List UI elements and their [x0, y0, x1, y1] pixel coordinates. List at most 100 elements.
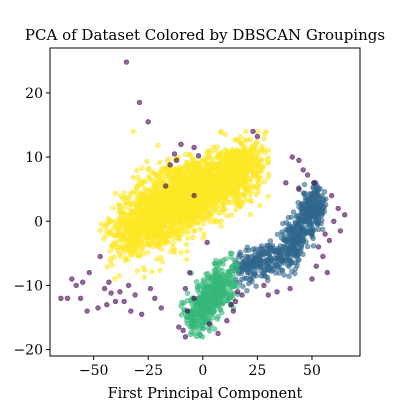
data-point-noise: [239, 292, 245, 298]
data-point-green: [229, 284, 235, 290]
data-point-blue: [272, 259, 278, 266]
data-point-blue: [255, 263, 261, 269]
y-tick-label: 20: [25, 86, 43, 102]
data-point-blue: [300, 251, 306, 258]
data-point-noise: [261, 282, 267, 289]
data-point-yellow: [221, 188, 227, 195]
data-point-yellow: [118, 193, 124, 199]
data-point-yellow: [240, 192, 247, 199]
data-point-blue: [290, 209, 297, 215]
data-point-yellow: [247, 211, 254, 218]
data-point-noise: [117, 289, 123, 295]
data-point-yellow: [133, 198, 139, 204]
data-point-noise: [191, 295, 197, 301]
data-point-blue: [310, 243, 317, 249]
data-point-yellow: [242, 149, 248, 155]
data-point-yellow: [135, 235, 141, 241]
data-point-blue: [274, 231, 281, 238]
data-point-yellow: [196, 185, 202, 191]
data-point-yellow: [130, 174, 136, 181]
data-point-green: [210, 314, 217, 321]
data-point-yellow: [122, 200, 128, 206]
data-point-yellow: [115, 227, 122, 233]
data-point-yellow: [164, 173, 171, 179]
data-point-yellow: [134, 190, 141, 196]
data-point-yellow: [149, 269, 155, 275]
data-point-yellow: [116, 273, 122, 279]
data-point-yellow: [184, 248, 190, 255]
data-point-noise: [322, 231, 328, 237]
data-point-green: [205, 316, 212, 323]
data-point-blue: [293, 254, 299, 260]
data-point-yellow: [110, 205, 116, 211]
data-point-noise: [145, 119, 151, 125]
data-point-noise: [328, 192, 335, 199]
data-point-blue: [250, 258, 256, 264]
data-point-yellow: [207, 219, 213, 225]
data-point-blue: [281, 237, 287, 244]
data-point-yellow: [227, 163, 233, 169]
data-point-noise: [108, 290, 114, 296]
data-point-noise: [313, 263, 319, 269]
data-point-blue: [301, 191, 308, 198]
data-point-yellow: [241, 180, 247, 186]
data-point-yellow: [112, 190, 118, 197]
data-point-yellow: [224, 213, 230, 219]
data-point-noise: [136, 99, 143, 106]
data-point-yellow: [131, 224, 138, 231]
data-point-yellow: [128, 218, 135, 224]
data-point-yellow: [249, 156, 255, 162]
data-point-green: [212, 261, 218, 267]
data-point-yellow: [167, 178, 173, 184]
data-point-yellow: [216, 210, 222, 216]
data-point-yellow: [157, 254, 164, 261]
data-point-noise: [121, 298, 127, 305]
data-point-yellow: [218, 223, 224, 229]
data-point-yellow: [131, 242, 137, 249]
data-point-blue: [267, 238, 274, 244]
data-point-yellow: [209, 149, 215, 155]
x-tick-label: 50: [303, 363, 321, 379]
data-point-noise: [173, 157, 180, 164]
data-point-green: [212, 270, 219, 276]
data-point-blue: [299, 241, 305, 248]
data-point-green: [229, 250, 235, 257]
data-point-noise: [304, 172, 311, 178]
data-point-yellow: [155, 241, 162, 248]
data-point-green: [230, 272, 236, 279]
data-point-blue: [279, 229, 285, 235]
data-point-yellow: [139, 231, 145, 237]
data-point-yellow: [126, 195, 132, 201]
data-point-blue: [299, 201, 305, 207]
data-point-yellow: [261, 135, 267, 142]
data-point-yellow: [228, 180, 234, 186]
data-point-yellow: [215, 167, 221, 173]
data-point-green: [205, 270, 211, 277]
data-point-yellow: [141, 178, 147, 184]
data-point-blue: [241, 259, 247, 265]
data-point-yellow: [212, 217, 219, 224]
data-point-yellow: [142, 186, 148, 192]
data-point-green: [211, 289, 218, 296]
data-point-yellow: [181, 225, 188, 232]
data-point-yellow: [215, 155, 221, 161]
data-point-yellow: [184, 159, 190, 166]
data-point-yellow: [217, 183, 224, 189]
data-point-yellow: [199, 207, 205, 214]
data-point-yellow: [193, 164, 200, 171]
data-point-yellow: [223, 195, 229, 201]
data-point-yellow: [148, 212, 155, 218]
data-point-noise: [86, 269, 93, 276]
data-point-yellow: [178, 249, 184, 256]
data-point-noise: [274, 289, 280, 295]
data-point-yellow: [184, 203, 190, 209]
data-point-yellow: [253, 140, 260, 147]
data-point-yellow: [104, 264, 111, 270]
data-point-yellow: [247, 177, 253, 183]
data-point-noise: [167, 162, 173, 168]
data-point-yellow: [167, 213, 173, 219]
data-point-yellow: [201, 183, 208, 190]
data-point-yellow: [141, 274, 148, 280]
data-point-blue: [307, 213, 313, 220]
data-point-yellow: [232, 188, 238, 195]
